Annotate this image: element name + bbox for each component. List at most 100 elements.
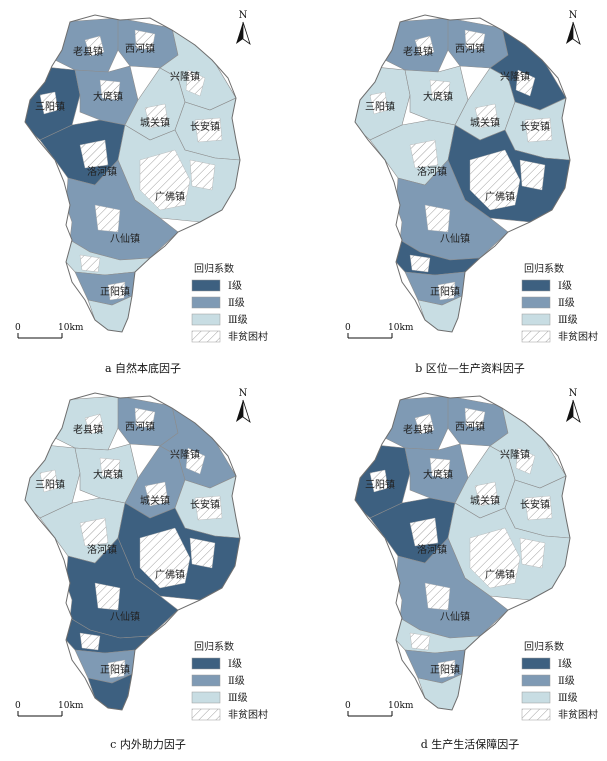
non-poor-village-area [139, 527, 191, 589]
town-label: 长安镇 [190, 120, 220, 133]
north-label: N [239, 10, 248, 21]
scale-bar: 0 10km [15, 323, 84, 339]
non-poor-village-area [409, 139, 439, 169]
non-poor-village-area [84, 413, 105, 435]
non-poor-village-area [429, 457, 451, 479]
county-boundary [24, 14, 241, 333]
town-label: 三阳镇 [365, 478, 395, 491]
town-label: 西河镇 [125, 420, 155, 433]
legend-item-label: Ⅲ级 [228, 692, 248, 704]
legend-swatch [521, 708, 551, 721]
town-label: 城关镇 [140, 494, 170, 507]
legend-item-label: Ⅰ级 [228, 280, 242, 292]
town-label: 兴隆镇 [170, 70, 200, 83]
legend-item-label: 非贫困村 [558, 330, 598, 343]
legend-item-label: Ⅲ级 [558, 692, 578, 704]
town-label: 长安镇 [520, 120, 550, 133]
town-label: 西河镇 [455, 420, 485, 433]
legend-swatch [521, 313, 551, 326]
non-poor-village-area [409, 517, 439, 547]
legend-title: 回归系数 [194, 640, 234, 653]
choropleth-regions [355, 395, 570, 710]
non-poor-village-area [524, 495, 553, 521]
non-poor-village-area [519, 159, 546, 191]
town-label: 三阳镇 [35, 100, 65, 113]
choropleth-regions [355, 17, 570, 332]
non-poor-village-area [107, 281, 126, 301]
town-label: 广佛镇 [485, 568, 515, 581]
town-label: 大庹镇 [93, 468, 123, 481]
panel-caption: d 生产生活保障因子 [421, 737, 520, 751]
legend-swatch [191, 691, 221, 704]
non-poor-village-area [369, 91, 389, 115]
legend-swatch [521, 279, 551, 292]
non-poor-village-area [79, 254, 101, 273]
scale-bar: 0 10km [345, 701, 414, 717]
legend-item-label: Ⅰ级 [228, 658, 242, 670]
non-poor-village-area [79, 139, 109, 169]
county-boundary [24, 392, 241, 711]
legend-swatch [191, 674, 221, 687]
choropleth-regions [25, 17, 240, 332]
town-label: 正阳镇 [100, 663, 130, 676]
non-poor-village-area [185, 69, 206, 97]
town-label: 城关镇 [470, 116, 500, 129]
non-poor-village-area [409, 254, 431, 273]
scale-distance: 10km [388, 701, 414, 711]
county-boundary [354, 14, 571, 333]
north-label: N [569, 388, 578, 399]
north-arrow-icon: N [236, 388, 251, 424]
non-poor-village-area [437, 281, 456, 301]
non-poor-village-area [144, 103, 169, 129]
town-label: 广佛镇 [155, 190, 185, 203]
town-label: 广佛镇 [485, 190, 515, 203]
town-label: 城关镇 [140, 116, 170, 129]
town-label: 三阳镇 [35, 478, 65, 491]
town-label: 老县镇 [73, 45, 103, 58]
non-poor-village-area [39, 91, 59, 115]
scale-zero: 0 [345, 701, 351, 711]
non-poor-village-area [524, 117, 553, 143]
town-label: 大庹镇 [423, 468, 453, 481]
legend-swatch [191, 330, 221, 343]
non-poor-village-area [474, 481, 499, 507]
non-poor-village-area [474, 103, 499, 129]
non-poor-village-area [139, 149, 191, 211]
town-label: 八仙镇 [110, 610, 140, 623]
non-poor-village-area [185, 447, 206, 475]
non-poor-village-area [144, 481, 169, 507]
non-poor-village-area [99, 457, 121, 479]
non-poor-village-area [519, 537, 546, 569]
town-label: 正阳镇 [430, 663, 460, 676]
legend-item-label: Ⅰ级 [558, 658, 572, 670]
scale-distance: 10km [58, 701, 84, 711]
non-poor-village-area [189, 159, 216, 191]
legend-title: 回归系数 [194, 262, 234, 275]
non-poor-village-area [414, 35, 435, 57]
scale-zero: 0 [345, 323, 351, 333]
legend-title: 回归系数 [524, 262, 564, 275]
panel-caption: a 自然本底因子 [105, 361, 181, 375]
non-poor-village-area [39, 469, 59, 493]
legend-swatch [191, 657, 221, 670]
town-label: 长安镇 [520, 498, 550, 511]
non-poor-village-area [464, 407, 486, 429]
town-label: 长安镇 [190, 498, 220, 511]
non-poor-village-area [437, 659, 456, 679]
legend-item-label: Ⅰ级 [558, 280, 572, 292]
non-poor-village-area [79, 632, 101, 651]
non-poor-village-area [194, 117, 223, 143]
town-label: 洛河镇 [87, 543, 117, 556]
town-label: 八仙镇 [440, 232, 470, 245]
town-label: 老县镇 [403, 423, 433, 436]
north-arrow-icon: N [566, 388, 581, 424]
non-poor-village-area [94, 204, 121, 233]
non-poor-village-area [464, 29, 486, 51]
town-label: 兴隆镇 [500, 70, 530, 83]
legend-swatch [521, 691, 551, 704]
town-label: 西河镇 [125, 42, 155, 55]
